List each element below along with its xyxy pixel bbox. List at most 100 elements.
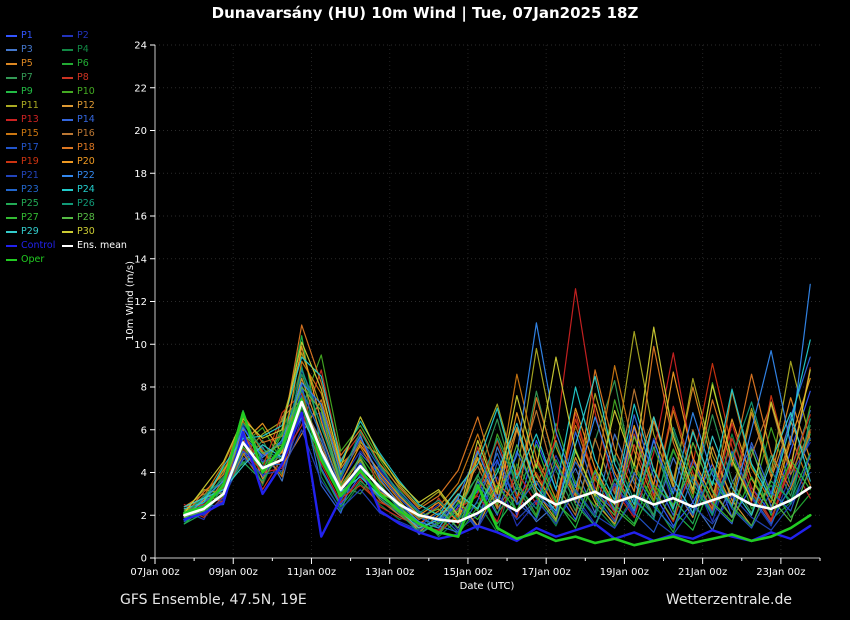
legend-line-swatch-icon [62, 48, 73, 51]
legend-line-swatch-icon [6, 174, 17, 177]
legend-item: P15 [6, 128, 62, 139]
y-tick-label: 12 [134, 297, 147, 308]
model-caption: GFS Ensemble, 47.5N, 19E [120, 592, 307, 608]
legend-item: P11 [6, 100, 62, 111]
legend-line-swatch-icon [6, 132, 17, 135]
x-tick-label: 23Jan 00z [756, 567, 805, 578]
legend-line-swatch-icon [62, 202, 73, 205]
legend-item: P16 [62, 128, 128, 139]
legend-line-swatch-icon [6, 48, 17, 51]
legend-item: P21 [6, 170, 62, 181]
legend-item-label: P12 [77, 100, 95, 111]
legend-line-swatch-icon [62, 104, 73, 107]
legend-item-label: P20 [77, 156, 95, 167]
ensemble-member-line-P16 [183, 388, 811, 529]
y-tick-label: 10 [134, 340, 147, 351]
legend-line-swatch-icon [62, 188, 73, 191]
legend-item: P30 [62, 226, 128, 237]
legend-line-swatch-icon [6, 76, 17, 79]
legend-line-swatch-icon [6, 188, 17, 191]
legend-item-label: P22 [77, 170, 95, 181]
legend-line-swatch-icon [62, 230, 73, 233]
y-tick-label: 22 [134, 83, 147, 94]
legend-line-swatch-icon [6, 258, 17, 261]
ens-mean-line [183, 400, 812, 523]
legend-item-label: P29 [21, 226, 39, 237]
y-tick-label: 6 [141, 425, 147, 436]
y-tick-label: 2 [141, 511, 147, 522]
y-tick-label: 16 [134, 212, 147, 223]
y-axis-label: 10m Wind (m/s) [125, 261, 136, 341]
oper-line [183, 398, 812, 547]
legend-line-swatch-icon [6, 160, 17, 163]
y-tick-label: 14 [134, 254, 147, 265]
legend-item: P1 [6, 30, 62, 41]
legend-item-label: P17 [21, 142, 39, 153]
legend-item-label: P15 [21, 128, 39, 139]
legend-item-label: P7 [21, 72, 33, 83]
legend-item: P3 [6, 44, 62, 55]
legend-item: P28 [62, 212, 128, 223]
legend-line-swatch-icon [6, 244, 17, 247]
legend-item-label: P27 [21, 212, 39, 223]
legend-item-label: P19 [21, 156, 39, 167]
legend-item-label: P28 [77, 212, 95, 223]
legend-item: P14 [62, 114, 128, 125]
ensemble-member-line-P27 [183, 397, 811, 536]
legend-item-label: P11 [21, 100, 39, 111]
legend-item-label: P4 [77, 44, 89, 55]
x-axis-label: Date (UTC) [460, 581, 515, 592]
legend-item: P23 [6, 184, 62, 195]
legend-item-label: P21 [21, 170, 39, 181]
legend-line-swatch-icon [6, 202, 17, 205]
legend-item-label: P30 [77, 226, 95, 237]
legend-item: P9 [6, 86, 62, 97]
legend-line-swatch-icon [6, 118, 17, 121]
ensemble-member-line-P20 [183, 345, 811, 523]
legend-item-label: P9 [21, 86, 33, 97]
legend-item-label: P5 [21, 58, 33, 69]
legend-item-label: P6 [77, 58, 89, 69]
x-tick-label: 15Jan 00z [443, 567, 492, 578]
legend-line-swatch-icon [62, 174, 73, 177]
legend-line-swatch-icon [6, 90, 17, 93]
legend-item: P8 [62, 72, 128, 83]
y-tick-label: 20 [134, 126, 147, 137]
legend-item: P24 [62, 184, 128, 195]
legend-item-label: P24 [77, 184, 95, 195]
control-line [183, 411, 812, 543]
legend-item: P18 [62, 142, 128, 153]
legend-item: P19 [6, 156, 62, 167]
legend-item: P13 [6, 114, 62, 125]
legend-item-label: P23 [21, 184, 39, 195]
legend-line-swatch-icon [6, 230, 17, 233]
legend-line-swatch-icon [62, 118, 73, 121]
legend-line-swatch-icon [62, 132, 73, 135]
y-tick-label: 24 [134, 41, 147, 52]
x-tick-label: 21Jan 00z [678, 567, 727, 578]
ensemble-member-line-P30 [183, 326, 811, 516]
legend-line-swatch-icon [62, 76, 73, 79]
site-credit: Wetterzentrale.de [665, 592, 792, 608]
series-lines [183, 283, 812, 547]
legend-item: P12 [62, 100, 128, 111]
legend-item: Ens. mean [62, 240, 128, 251]
legend-line-swatch-icon [62, 62, 73, 65]
legend-item: P27 [6, 212, 62, 223]
y-tick-label: 0 [141, 554, 147, 565]
legend-item: P26 [62, 198, 128, 209]
legend-item-label: P8 [77, 72, 89, 83]
legend-item: P29 [6, 226, 62, 237]
legend-item-label: P1 [21, 30, 33, 41]
legend-item-label: P26 [77, 198, 95, 209]
legend-item: P22 [62, 170, 128, 181]
legend-line-swatch-icon [62, 34, 73, 37]
legend: P1 P2 P3 P4 P5 P6 P7 P8 P9 P10 P11 P12 P13 P14 P15 P16 P… [6, 30, 128, 265]
legend-item: P10 [62, 86, 128, 97]
x-tick-label: 09Jan 00z [209, 567, 258, 578]
legend-item: P5 [6, 58, 62, 69]
x-tick-label: 17Jan 00z [522, 567, 571, 578]
axes [150, 44, 821, 564]
